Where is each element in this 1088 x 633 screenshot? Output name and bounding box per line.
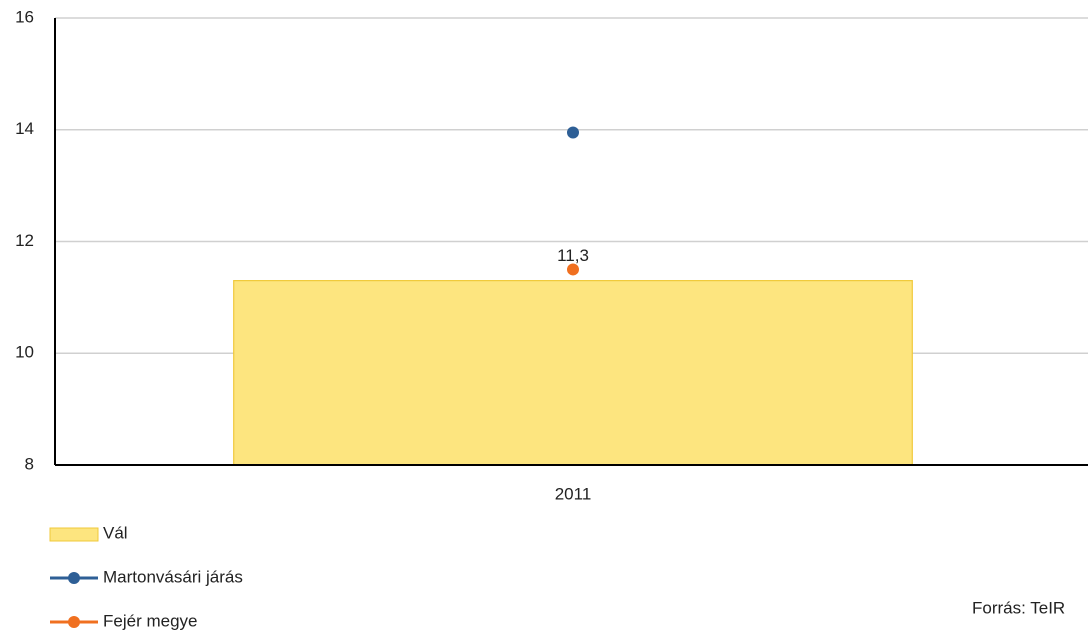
y-tick-label: 16 xyxy=(15,7,34,26)
data-label: 11,3 xyxy=(557,246,589,265)
legend-marker xyxy=(68,572,80,584)
legend-marker xyxy=(68,616,80,628)
y-tick-label: 10 xyxy=(15,343,34,362)
y-tick-label: 8 xyxy=(25,454,34,473)
legend-label: Vál xyxy=(103,523,128,542)
bar xyxy=(233,280,913,466)
legend-label: Martonvásári járás xyxy=(103,567,243,586)
legend-label: Fejér megye xyxy=(103,611,197,630)
y-tick-label: 12 xyxy=(15,231,34,250)
x-tick-label: 2011 xyxy=(555,484,592,503)
legend-swatch xyxy=(49,527,99,542)
point xyxy=(567,263,579,276)
source-note: Forrás: TeIR xyxy=(972,598,1065,617)
point xyxy=(567,126,579,139)
y-tick-label: 14 xyxy=(15,119,34,138)
